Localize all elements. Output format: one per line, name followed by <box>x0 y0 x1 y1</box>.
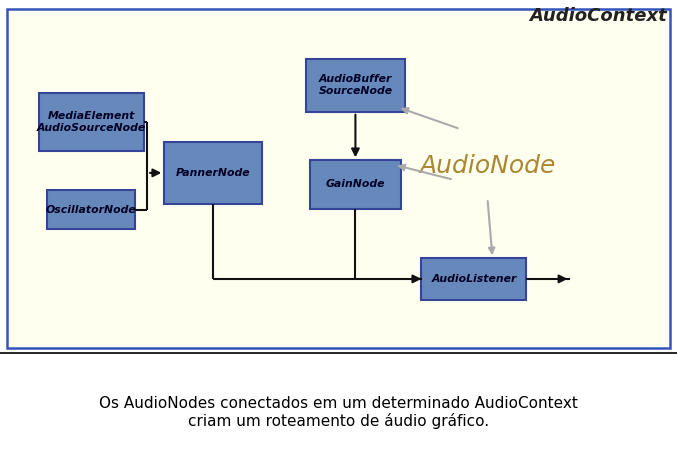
FancyBboxPatch shape <box>421 258 526 300</box>
FancyBboxPatch shape <box>309 160 401 208</box>
FancyBboxPatch shape <box>164 142 262 204</box>
Text: AudioListener: AudioListener <box>431 274 517 284</box>
Text: AudioContext: AudioContext <box>529 7 667 25</box>
FancyBboxPatch shape <box>47 190 135 229</box>
Text: MediaElement
AudioSourceNode: MediaElement AudioSourceNode <box>37 111 146 133</box>
FancyBboxPatch shape <box>306 59 404 112</box>
Text: AudioBuffer
SourceNode: AudioBuffer SourceNode <box>318 74 393 96</box>
Text: OscillatorNode: OscillatorNode <box>46 205 137 215</box>
Text: PannerNode: PannerNode <box>176 168 250 178</box>
Text: Os AudioNodes conectados em um determinado AudioContext
criam um roteamento de á: Os AudioNodes conectados em um determina… <box>99 396 578 429</box>
Text: GainNode: GainNode <box>326 179 385 189</box>
FancyBboxPatch shape <box>39 93 144 151</box>
FancyBboxPatch shape <box>7 9 670 348</box>
Text: AudioNode: AudioNode <box>419 154 556 178</box>
